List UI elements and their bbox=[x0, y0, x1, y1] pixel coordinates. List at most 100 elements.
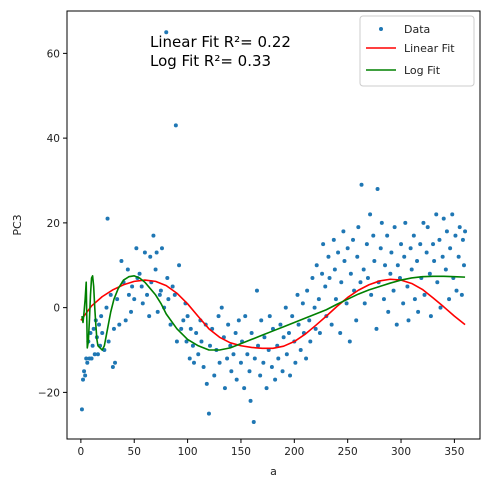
data-point bbox=[409, 267, 414, 272]
x-axis: 0 50 100 150 200 250 300 350 bbox=[78, 439, 464, 458]
data-point bbox=[339, 280, 344, 285]
data-point bbox=[159, 246, 164, 251]
data-point bbox=[411, 233, 416, 238]
log-fit-line bbox=[81, 275, 466, 351]
data-point bbox=[281, 335, 286, 340]
data-point bbox=[304, 356, 309, 361]
data-point bbox=[295, 292, 300, 297]
data-point bbox=[305, 288, 310, 293]
data-point bbox=[385, 233, 390, 238]
data-point bbox=[165, 275, 170, 280]
data-point bbox=[321, 242, 326, 247]
data-point bbox=[336, 250, 341, 255]
data-point bbox=[245, 352, 250, 357]
data-point bbox=[105, 216, 110, 221]
data-point bbox=[438, 305, 443, 310]
data-point bbox=[402, 254, 407, 259]
data-point bbox=[450, 212, 455, 217]
data-point bbox=[391, 288, 396, 293]
data-point bbox=[369, 292, 374, 297]
data-point bbox=[140, 301, 145, 306]
data-point bbox=[381, 297, 386, 302]
data-point bbox=[341, 229, 346, 234]
data-point bbox=[134, 246, 139, 251]
data-point bbox=[204, 381, 209, 386]
data-point bbox=[111, 326, 116, 331]
data-point bbox=[191, 360, 196, 365]
data-point bbox=[461, 263, 466, 268]
data-point bbox=[386, 309, 391, 314]
data-point bbox=[405, 284, 410, 289]
data-point bbox=[164, 30, 169, 35]
data-point bbox=[371, 233, 376, 238]
data-point bbox=[418, 242, 423, 247]
data-point bbox=[108, 292, 113, 297]
data-point bbox=[300, 301, 305, 306]
data-point bbox=[82, 369, 87, 374]
legend-label-data: Data bbox=[404, 23, 430, 36]
data-point bbox=[372, 259, 377, 264]
data-point bbox=[190, 343, 195, 348]
data-point bbox=[379, 220, 384, 225]
data-point bbox=[166, 297, 171, 302]
data-point bbox=[110, 364, 115, 369]
data-point bbox=[392, 225, 397, 230]
data-point bbox=[264, 386, 269, 391]
data-point bbox=[286, 331, 291, 336]
data-point bbox=[358, 280, 363, 285]
data-point bbox=[129, 309, 134, 314]
data-point bbox=[307, 318, 312, 323]
data-point bbox=[359, 182, 364, 187]
data-point bbox=[95, 352, 100, 357]
legend-box bbox=[359, 15, 475, 87]
x-tick-label: 200 bbox=[284, 446, 304, 458]
data-point bbox=[437, 237, 442, 242]
data-point bbox=[261, 360, 266, 365]
data-point bbox=[456, 254, 461, 259]
data-point bbox=[83, 373, 88, 378]
x-tick-label: 150 bbox=[231, 446, 251, 458]
data-point bbox=[170, 284, 175, 289]
log-fit-r2-annotation: Log Fit R²= 0.33 bbox=[150, 52, 271, 70]
data-point bbox=[427, 271, 432, 276]
data-point bbox=[401, 301, 406, 306]
data-point bbox=[185, 314, 190, 319]
fit-lines-layer bbox=[80, 275, 466, 351]
data-point bbox=[463, 229, 468, 234]
data-point bbox=[351, 237, 356, 242]
data-point bbox=[273, 377, 278, 382]
data-point bbox=[115, 297, 120, 302]
data-point bbox=[344, 301, 349, 306]
data-point bbox=[252, 356, 257, 361]
data-point bbox=[172, 292, 177, 297]
data-point bbox=[267, 314, 272, 319]
data-point bbox=[269, 364, 274, 369]
data-point bbox=[100, 331, 105, 336]
data-point bbox=[225, 356, 230, 361]
data-point bbox=[199, 339, 204, 344]
x-tick-label: 300 bbox=[391, 446, 411, 458]
data-point bbox=[174, 339, 179, 344]
data-point bbox=[394, 322, 399, 327]
data-point bbox=[256, 343, 261, 348]
data-point bbox=[383, 263, 388, 268]
data-point bbox=[345, 246, 350, 251]
data-point bbox=[247, 369, 252, 374]
data-point bbox=[97, 322, 102, 327]
data-point bbox=[348, 271, 353, 276]
data-point bbox=[236, 318, 241, 323]
data-point bbox=[248, 398, 253, 403]
data-point bbox=[81, 377, 86, 382]
data-point bbox=[453, 233, 458, 238]
data-point bbox=[125, 267, 130, 272]
data-point bbox=[375, 186, 380, 191]
data-point bbox=[206, 411, 211, 416]
data-point bbox=[201, 364, 206, 369]
y-tick-label: 0 bbox=[53, 303, 60, 315]
data-point bbox=[90, 343, 95, 348]
data-point bbox=[329, 322, 334, 327]
data-point bbox=[113, 360, 118, 365]
data-point bbox=[79, 407, 84, 412]
y-tick-label: −20 bbox=[38, 387, 60, 399]
